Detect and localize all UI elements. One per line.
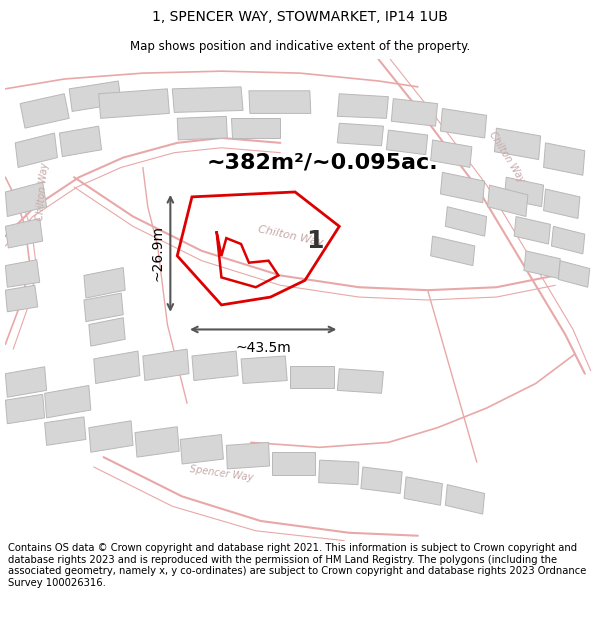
Polygon shape <box>84 268 125 298</box>
Polygon shape <box>177 116 227 140</box>
Text: ~382m²/~0.095ac.: ~382m²/~0.095ac. <box>206 152 439 173</box>
Polygon shape <box>504 177 544 207</box>
Polygon shape <box>192 351 238 381</box>
Polygon shape <box>404 477 442 505</box>
Text: 1, SPENCER WAY, STOWMARKET, IP14 1UB: 1, SPENCER WAY, STOWMARKET, IP14 1UB <box>152 9 448 24</box>
Text: ~26.9m: ~26.9m <box>151 226 164 281</box>
Polygon shape <box>272 452 315 475</box>
Polygon shape <box>559 261 590 288</box>
Polygon shape <box>5 394 44 424</box>
Text: Chilton Way: Chilton Way <box>35 162 50 221</box>
Polygon shape <box>241 356 287 384</box>
Text: Chilton Way: Chilton Way <box>257 224 324 248</box>
Polygon shape <box>544 143 585 175</box>
Polygon shape <box>69 81 121 111</box>
Polygon shape <box>249 91 311 113</box>
Text: Chilton Way: Chilton Way <box>487 130 526 185</box>
Polygon shape <box>231 118 280 138</box>
Polygon shape <box>172 87 243 112</box>
Polygon shape <box>337 369 383 393</box>
Polygon shape <box>337 94 388 118</box>
Polygon shape <box>89 318 125 346</box>
Polygon shape <box>524 251 560 278</box>
Polygon shape <box>5 182 47 216</box>
Polygon shape <box>5 260 40 288</box>
Text: 1: 1 <box>306 229 323 253</box>
Polygon shape <box>226 442 269 469</box>
Polygon shape <box>544 189 580 219</box>
Polygon shape <box>84 293 123 322</box>
Polygon shape <box>290 366 334 388</box>
Polygon shape <box>94 351 140 384</box>
Polygon shape <box>391 99 437 126</box>
Polygon shape <box>514 216 550 244</box>
Polygon shape <box>5 367 47 398</box>
Polygon shape <box>98 89 169 118</box>
Polygon shape <box>440 109 487 138</box>
Polygon shape <box>337 123 383 146</box>
Text: Map shows position and indicative extent of the property.: Map shows position and indicative extent… <box>130 40 470 52</box>
Polygon shape <box>20 94 69 128</box>
Polygon shape <box>89 421 133 452</box>
Polygon shape <box>44 417 86 446</box>
Polygon shape <box>494 128 541 159</box>
Polygon shape <box>319 460 359 484</box>
Polygon shape <box>44 386 91 418</box>
Polygon shape <box>135 427 179 457</box>
Polygon shape <box>488 185 528 216</box>
Polygon shape <box>431 140 472 168</box>
Polygon shape <box>15 133 58 168</box>
Polygon shape <box>143 349 189 381</box>
Polygon shape <box>386 130 428 154</box>
Text: Contains OS data © Crown copyright and database right 2021. This information is : Contains OS data © Crown copyright and d… <box>8 543 586 588</box>
Polygon shape <box>5 285 38 312</box>
Text: Spencer Way: Spencer Way <box>189 464 254 483</box>
Polygon shape <box>59 126 101 157</box>
Polygon shape <box>440 173 485 203</box>
Text: ~43.5m: ~43.5m <box>235 341 291 355</box>
Polygon shape <box>445 484 485 514</box>
Polygon shape <box>180 434 223 464</box>
Polygon shape <box>5 219 43 248</box>
Polygon shape <box>445 207 487 236</box>
Polygon shape <box>551 226 585 254</box>
Polygon shape <box>361 467 402 494</box>
Polygon shape <box>431 236 475 266</box>
